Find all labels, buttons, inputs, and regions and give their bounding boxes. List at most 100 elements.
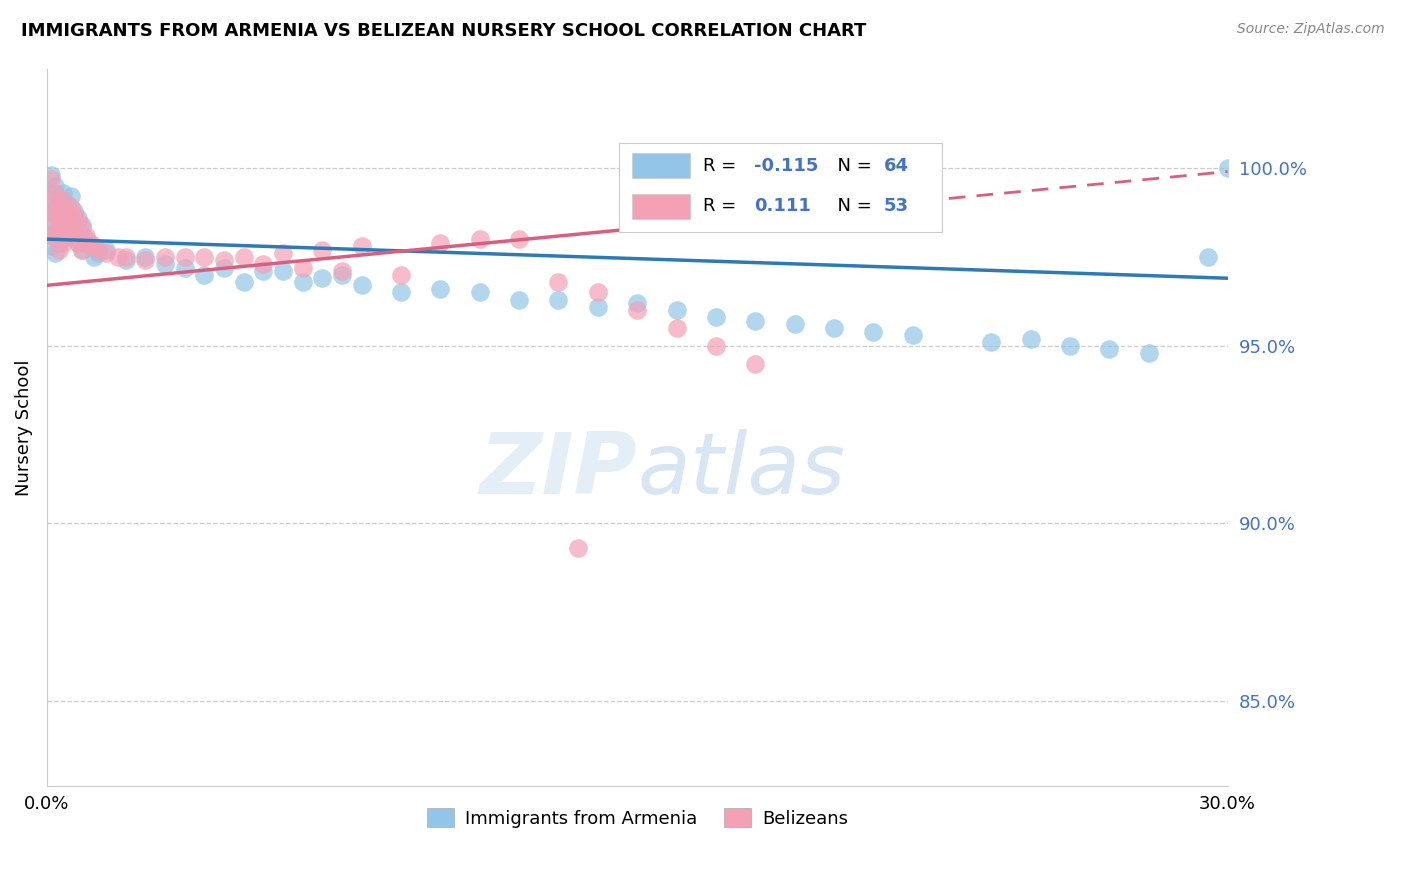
Point	[823, 321, 845, 335]
Point	[48, 214, 70, 228]
Point	[44, 225, 66, 239]
Point	[173, 260, 195, 275]
Point	[350, 239, 373, 253]
Point	[389, 285, 412, 300]
Text: N =: N =	[825, 157, 877, 175]
Point	[232, 250, 254, 264]
Text: Source: ZipAtlas.com: Source: ZipAtlas.com	[1237, 22, 1385, 37]
Point	[134, 250, 156, 264]
Point	[39, 228, 62, 243]
Point	[252, 257, 274, 271]
Point	[311, 271, 333, 285]
Point	[252, 264, 274, 278]
FancyBboxPatch shape	[631, 194, 690, 219]
Point	[48, 193, 70, 207]
Point	[1059, 339, 1081, 353]
Point	[39, 168, 62, 182]
Point	[429, 282, 451, 296]
Point	[626, 296, 648, 310]
Point	[59, 221, 82, 235]
Point	[79, 239, 101, 253]
Point	[48, 243, 70, 257]
Point	[665, 303, 688, 318]
Point	[153, 257, 176, 271]
Point	[55, 196, 77, 211]
Point	[350, 278, 373, 293]
Point	[212, 253, 235, 268]
Point	[94, 246, 117, 260]
Point	[72, 243, 94, 257]
Point	[153, 250, 176, 264]
Text: ZIP: ZIP	[479, 429, 637, 512]
Point	[59, 189, 82, 203]
Point	[508, 293, 530, 307]
Legend: Immigrants from Armenia, Belizeans: Immigrants from Armenia, Belizeans	[419, 801, 855, 835]
Point	[744, 314, 766, 328]
Text: R =: R =	[703, 157, 742, 175]
Point	[980, 335, 1002, 350]
Point	[52, 186, 75, 200]
Text: IMMIGRANTS FROM ARMENIA VS BELIZEAN NURSERY SCHOOL CORRELATION CHART: IMMIGRANTS FROM ARMENIA VS BELIZEAN NURS…	[21, 22, 866, 40]
Point	[39, 221, 62, 235]
Point	[704, 339, 727, 353]
Point	[63, 225, 86, 239]
Point	[1019, 332, 1042, 346]
Point	[39, 193, 62, 207]
Point	[44, 186, 66, 200]
Point	[114, 250, 136, 264]
Point	[389, 268, 412, 282]
Point	[330, 264, 353, 278]
Point	[55, 207, 77, 221]
Point	[75, 228, 97, 243]
Point	[744, 357, 766, 371]
Point	[193, 268, 215, 282]
Point	[547, 293, 569, 307]
Point	[665, 321, 688, 335]
Point	[79, 235, 101, 250]
Text: 64: 64	[884, 157, 908, 175]
Point	[39, 239, 62, 253]
Point	[87, 246, 110, 260]
FancyBboxPatch shape	[631, 153, 690, 178]
Point	[901, 328, 924, 343]
Point	[429, 235, 451, 250]
Point	[48, 221, 70, 235]
Text: 53: 53	[884, 197, 908, 215]
Point	[291, 275, 314, 289]
Point	[468, 232, 491, 246]
Point	[39, 211, 62, 225]
Point	[44, 246, 66, 260]
Point	[271, 246, 294, 260]
Text: N =: N =	[825, 197, 877, 215]
Point	[862, 325, 884, 339]
Point	[52, 235, 75, 250]
Point	[44, 178, 66, 193]
Point	[83, 250, 105, 264]
Point	[114, 253, 136, 268]
Point	[547, 275, 569, 289]
Point	[232, 275, 254, 289]
Point	[134, 253, 156, 268]
Point	[55, 228, 77, 243]
Point	[72, 221, 94, 235]
Point	[48, 235, 70, 250]
Text: 0.111: 0.111	[755, 197, 811, 215]
Point	[63, 203, 86, 218]
Point	[1216, 161, 1239, 175]
Point	[508, 232, 530, 246]
Point	[212, 260, 235, 275]
Point	[193, 250, 215, 264]
Point	[311, 243, 333, 257]
Point	[52, 232, 75, 246]
Point	[783, 318, 806, 332]
Point	[55, 218, 77, 232]
Point	[704, 310, 727, 325]
Point	[67, 211, 90, 225]
Point	[626, 303, 648, 318]
Text: -0.115: -0.115	[755, 157, 818, 175]
Point	[39, 186, 62, 200]
Point	[67, 235, 90, 250]
Point	[1098, 343, 1121, 357]
Point	[107, 250, 129, 264]
Point	[87, 243, 110, 257]
